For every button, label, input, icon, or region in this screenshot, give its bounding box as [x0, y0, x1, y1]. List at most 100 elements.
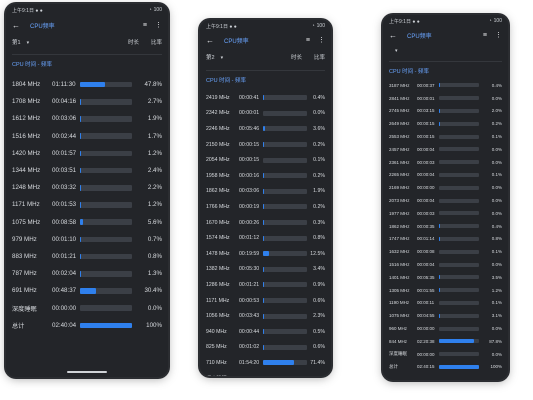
time-label: 00:01:10	[52, 235, 77, 243]
percent-label: 0.1%	[491, 172, 502, 178]
time-label: 01:54:20	[239, 359, 260, 366]
percent-label: 0.4%	[491, 82, 502, 88]
sort-icon[interactable]: ≡	[142, 21, 147, 29]
frequency-row: 1344 MHz 00:03:51 2.4%	[6, 162, 168, 179]
frequency-row: 2342 MHz 00:00:01 0.0%	[200, 106, 331, 122]
frequency-row: 2553 MHz 00:00:15 0.1%	[383, 130, 508, 143]
percent-label: 0.9%	[313, 281, 325, 288]
frequency-row: 1075 MHz 00:08:58 5.6%	[6, 214, 168, 231]
frequency-row: 1708 MHz 00:04:16 2.7%	[6, 93, 168, 110]
usage-bar	[263, 266, 307, 272]
time-label: 01:11:30	[52, 81, 76, 89]
time-label: 00:00:11	[417, 300, 435, 306]
frequency-label: 1632 MHz	[389, 249, 410, 255]
frequency-label: 1862 MHz	[389, 223, 410, 229]
time-label: 00:00:03	[417, 159, 435, 165]
percent-label: 0.1%	[491, 134, 502, 140]
overflow-menu-icon[interactable]: ⋮	[495, 32, 502, 39]
sort-icon[interactable]: ≡	[482, 31, 487, 39]
frequency-row: 2419 MHz 00:00:41 0.4%	[200, 90, 331, 106]
usage-bar	[263, 188, 307, 194]
back-arrow-icon[interactable]: ←	[206, 35, 214, 45]
gesture-nav-bar[interactable]	[67, 371, 107, 373]
time-label: 00:00:26	[239, 219, 260, 226]
frequency-label: 1574 MHz	[206, 235, 230, 242]
time-label: 00:02:44	[52, 132, 77, 140]
sort-icon[interactable]: ≡	[305, 36, 310, 44]
usage-bar	[263, 220, 307, 226]
percent-label: 0.8%	[147, 253, 162, 261]
time-label: 00:01:55	[417, 287, 435, 293]
percent-label: 0.0%	[491, 185, 502, 191]
filter-bar: ▾	[383, 44, 508, 58]
frequency-label: 2553 MHz	[389, 134, 410, 140]
frequency-row: 2246 MHz 00:05:46 3.6%	[200, 121, 331, 137]
percent-label: 1.2%	[147, 201, 162, 209]
usage-bar-fill	[439, 108, 440, 114]
percent-label: 2.3%	[313, 313, 325, 320]
frequency-row: 1171 MHz 00:01:53 1.2%	[6, 196, 168, 213]
usage-bar-fill	[439, 275, 441, 280]
frequency-label: 825 MHz	[206, 344, 227, 351]
percent-label: 100%	[146, 321, 162, 329]
overflow-menu-icon[interactable]: ⋮	[318, 37, 325, 44]
frequency-row: 2150 MHz 00:00:15 0.2%	[200, 137, 331, 153]
frequency-row: 2361 MHz 00:00:03 0.0%	[383, 156, 508, 169]
overflow-menu-icon[interactable]: ⋮	[155, 22, 162, 29]
percent-label: 2.4%	[147, 167, 162, 175]
time-label: 00:00:16	[239, 172, 260, 179]
time-label: 02:20:38	[417, 338, 435, 344]
column-label-ratio[interactable]: 比率	[313, 55, 325, 61]
usage-bar-fill	[263, 266, 265, 272]
section-header: CPU 时间 - 频率	[12, 54, 162, 72]
frequency-row: 总计 02:40:04 100%	[6, 317, 168, 334]
usage-bar	[80, 271, 132, 277]
core-select[interactable]: ▾	[389, 48, 478, 54]
phone-screen: 上午9:1日 ● ● ◔ 100 ← CPU频率 ≡ ⋮ 第2 ▾ 时长 比率 CPU 时间 - 频率…	[200, 20, 331, 376]
core-select[interactable]: 第1 ▾	[12, 38, 116, 46]
percent-label: 0.0%	[313, 110, 325, 117]
percent-label: 0.0%	[491, 210, 502, 216]
usage-bar-fill	[263, 188, 264, 194]
core-select[interactable]: 第2 ▾	[206, 53, 279, 61]
frequency-label: 1516 MHz	[12, 132, 41, 140]
time-label: 00:00:19	[239, 203, 260, 210]
usage-bar	[80, 288, 132, 294]
frequency-label: 960 MHz	[389, 326, 408, 332]
back-arrow-icon[interactable]: ←	[12, 20, 20, 30]
frequency-label: 2150 MHz	[206, 141, 230, 148]
usage-bar	[439, 211, 479, 216]
page-title: CPU频率	[407, 33, 432, 40]
percent-label: 0.2%	[313, 203, 325, 210]
usage-bar-fill	[80, 150, 81, 157]
usage-bar	[263, 142, 307, 148]
frequency-row: 1766 MHz 00:00:19 0.2%	[200, 199, 331, 215]
percent-label: 100%	[490, 364, 502, 370]
section-header: CPU 时间 - 频率	[389, 61, 502, 79]
dropdown-caret-icon: ▾	[220, 55, 224, 61]
usage-bar	[439, 262, 479, 267]
usage-bar	[80, 219, 132, 225]
percent-label: 3.4%	[313, 266, 325, 273]
column-label-duration[interactable]: 时长	[127, 40, 139, 46]
usage-bar	[263, 235, 307, 241]
usage-bar	[263, 329, 307, 335]
frequency-row: 2745 MHz 00:03:15 2.0%	[383, 105, 508, 118]
column-label-ratio[interactable]: 比率	[150, 40, 162, 46]
percent-label: 3.6%	[313, 125, 325, 132]
time-label: 00:00:15	[417, 134, 435, 140]
column-label-duration[interactable]: 时长	[290, 55, 302, 61]
frequency-label: 2419 MHz	[206, 94, 230, 101]
frequency-row: 1190 MHz 00:00:11 0.1%	[383, 297, 508, 310]
percent-label: 0.0%	[491, 159, 502, 165]
frequency-row: 2054 MHz 00:00:15 0.1%	[200, 152, 331, 168]
time-label: 00:00:35	[417, 223, 435, 229]
back-arrow-icon[interactable]: ←	[389, 30, 397, 40]
frequency-row: 940 MHz 00:00:44 0.5%	[200, 324, 331, 340]
usage-bar	[439, 288, 479, 293]
status-time: 上午9:1日 ● ●	[12, 7, 43, 14]
usage-bar-fill	[439, 313, 441, 318]
percent-label: 1.2%	[147, 149, 162, 157]
usage-bar-fill	[263, 360, 295, 366]
